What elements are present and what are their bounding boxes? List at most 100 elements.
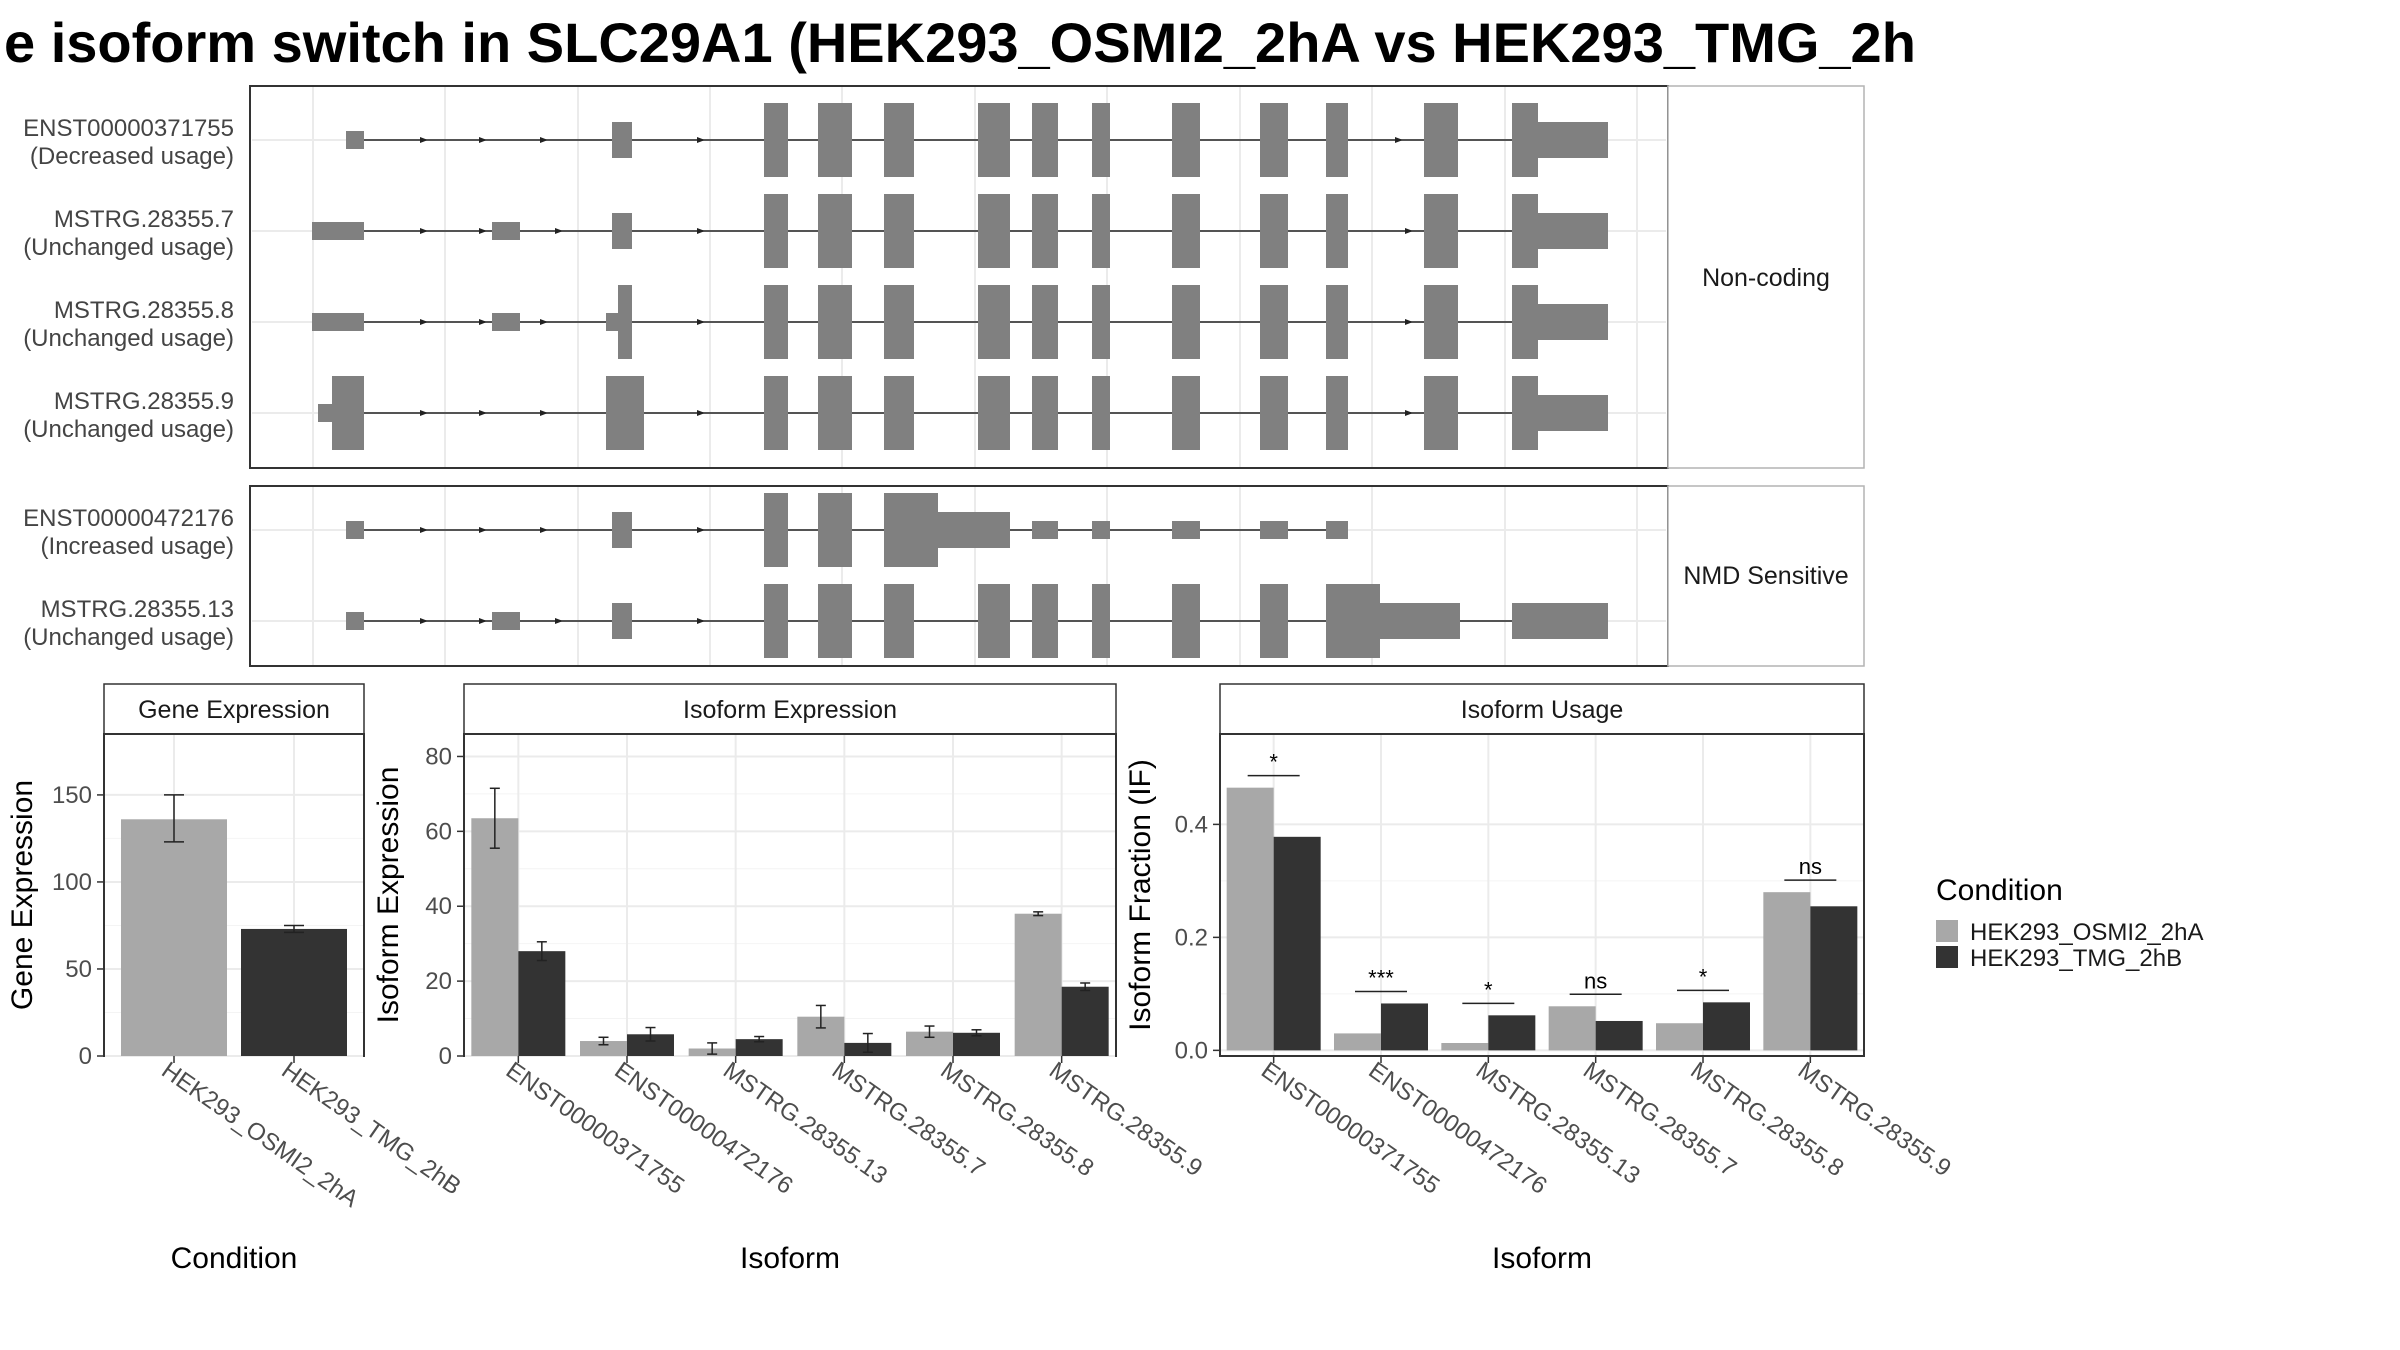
exon [818,103,852,177]
plot-area [463,733,1117,1057]
isoform-expression-chart: Isoform Expression 0 20 40 60 80 ENST0000037… [372,683,1207,1275]
y-tick-labels: 0.0 0.2 0.4 [1175,811,1220,1064]
bar [627,1034,674,1056]
strand-arrow [479,527,487,533]
bar [1014,913,1062,1056]
facet-label-nmd: NMD Sensitive [1683,562,1848,590]
exon [764,584,788,658]
exon [884,285,914,359]
bar [241,928,347,1056]
strand-arrow [479,618,487,624]
exon [312,313,364,331]
exon [818,194,852,268]
x-tick-labels: ENST00000371755ENST00000472176MSTRG.2835… [1256,1056,1956,1200]
exon [1032,103,1058,177]
exon [1032,285,1058,359]
y-tick-label: 80 [425,743,452,770]
strand-arrow [697,319,705,325]
y-tick-label: 40 [425,893,452,920]
exon [1032,194,1058,268]
bar [1061,986,1109,1056]
bars [471,787,1109,1056]
exon [764,103,788,177]
transcript-labels: ENST00000371755 (Decreased usage) MSTRG.… [23,115,234,651]
strand-arrow [540,137,548,143]
bar [1548,1006,1596,1051]
facet-strip [1667,85,1865,469]
exon [1172,376,1200,450]
y-tick-label: 0 [79,1043,92,1070]
exon [1326,521,1348,539]
exon [1260,103,1288,177]
exon [1326,376,1348,450]
bar [1226,787,1274,1051]
significance-label: ns [1584,968,1607,993]
bar [580,1041,627,1056]
exon [938,512,1010,548]
exon [818,285,852,359]
strand-arrow [479,319,487,325]
exon [1424,285,1458,359]
exon [978,103,1010,177]
strand-arrow [697,527,705,533]
bar [1656,1023,1703,1051]
exon [1260,285,1288,359]
bar [1334,1033,1381,1051]
bar [1273,836,1321,1051]
x-axis-title: Isoform [1492,1242,1592,1275]
exon [612,603,632,639]
exon [1260,194,1288,268]
transcript-name: MSTRG.28355.8 [54,297,234,324]
exon [1032,376,1058,450]
y-axis-title: Gene Expression [6,780,39,1010]
strand-arrow [697,137,705,143]
exon [606,376,644,450]
transcript-name: ENST00000472176 [23,505,234,532]
exon [312,222,364,240]
legend-swatch-osmi [1936,920,1958,942]
transcript-usage: (Unchanged usage) [23,325,234,352]
strand-arrow [555,228,563,234]
exon [978,194,1010,268]
strand-arrow [479,137,487,143]
transcript-name: MSTRG.28355.9 [54,388,234,415]
exon [1092,584,1110,658]
exon [978,376,1010,450]
x-tick-label: ENST00000371755 [501,1057,689,1200]
exon [1172,103,1200,177]
strand-arrow [1405,319,1413,325]
legend-label: HEK293_TMG_2hB [1970,945,2182,972]
exon [612,122,632,158]
chart-title: Gene Expression [138,696,330,724]
exon [1424,376,1458,450]
exon [1092,376,1110,450]
transcript-usage: (Unchanged usage) [23,234,234,261]
figure-title: e isoform switch in SLC29A1 (HEK293_OSMI… [4,11,1916,74]
y-tick-labels: 0 20 40 60 80 [425,743,464,1070]
y-tick-label: 0.2 [1175,924,1208,951]
strand-arrow [420,618,428,624]
transcript-usage: (Increased usage) [41,533,234,560]
strand-arrow [479,228,487,234]
facet-strip [103,683,365,735]
exon [1538,122,1608,158]
exon [492,222,520,240]
exon [1512,194,1538,268]
transcript-usage: (Unchanged usage) [23,624,234,651]
exon [1512,103,1538,177]
exon [1260,584,1288,658]
exon [492,612,520,630]
y-tick-label: 150 [52,782,92,809]
exon [346,521,364,539]
exon [884,493,938,567]
x-tick-label: ENST00000472176 [1364,1057,1552,1200]
y-tick-label: 100 [52,869,92,896]
transcript-usage: (Unchanged usage) [23,416,234,443]
strand-arrow [1395,137,1403,143]
strand-arrow [697,410,705,416]
exon [492,313,520,331]
significance-markers: **** * ns *ns [1247,750,1837,1005]
exon [346,131,364,149]
bar [471,818,519,1056]
